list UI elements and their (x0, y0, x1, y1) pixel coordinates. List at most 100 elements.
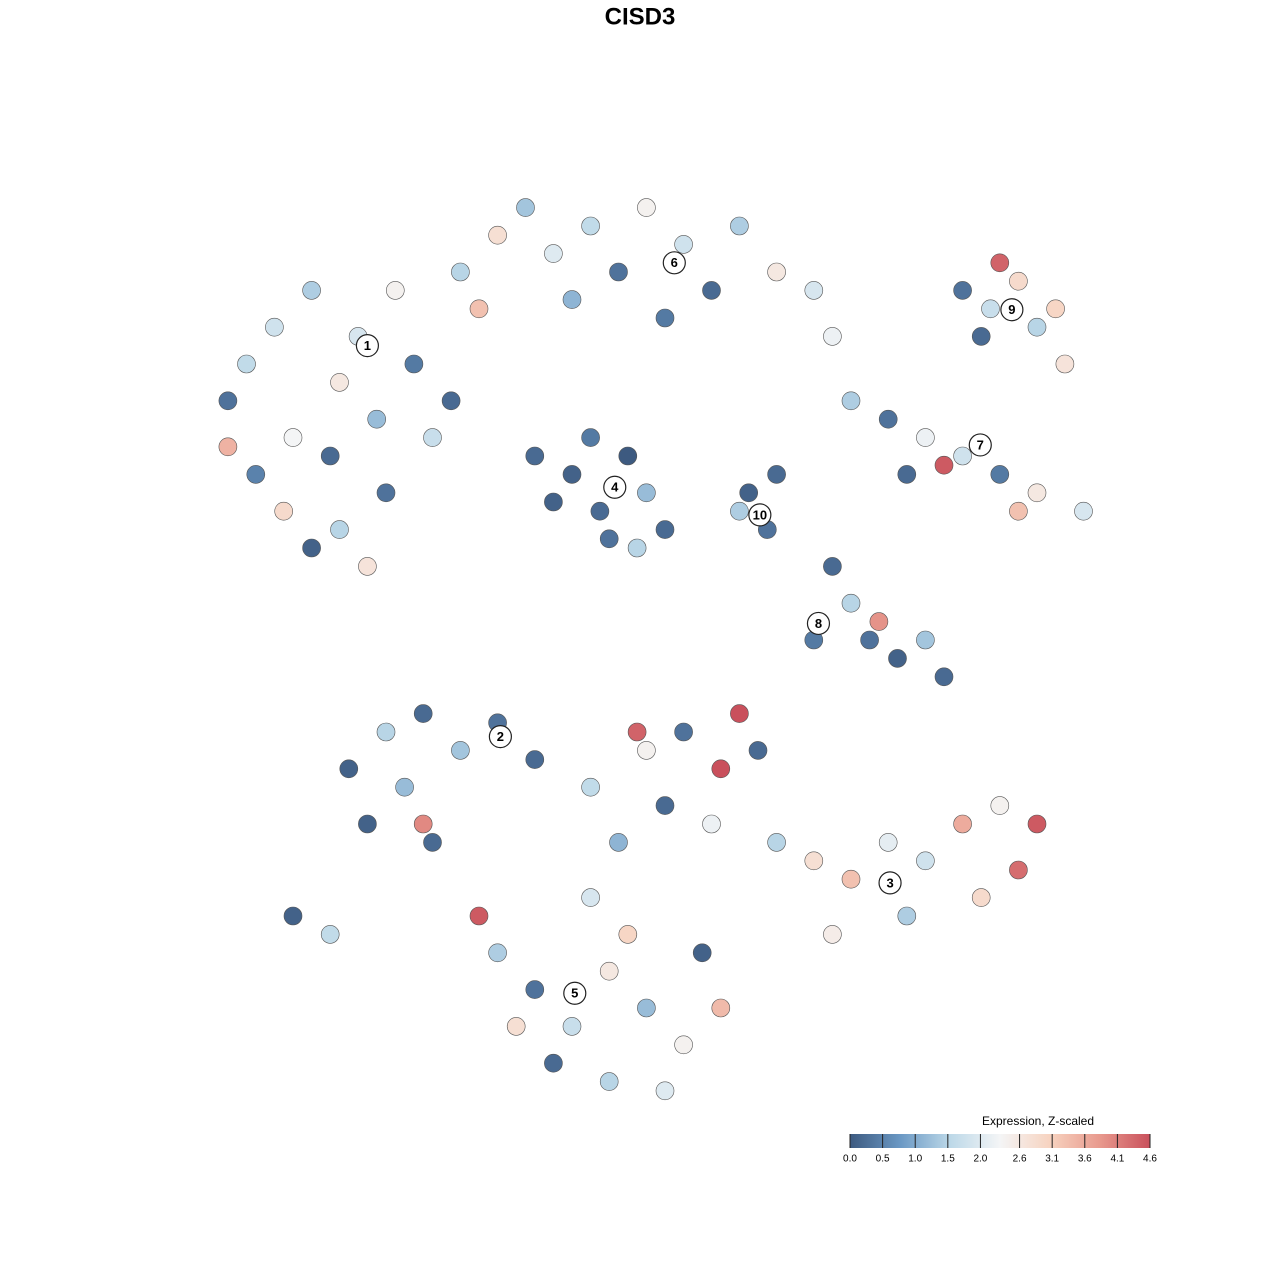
point (674, 235, 693, 254)
point (971, 888, 991, 907)
point (544, 492, 563, 512)
point (841, 391, 861, 411)
point (655, 796, 675, 815)
point (218, 391, 238, 411)
point (302, 538, 321, 558)
point (358, 814, 377, 834)
cluster-badge (662, 251, 686, 275)
point (627, 722, 647, 742)
colorbar-tick-label: 1.0 (908, 1154, 922, 1165)
point (1027, 317, 1047, 337)
point (990, 253, 1010, 273)
cluster-badge (603, 475, 627, 499)
point (488, 225, 507, 245)
point (590, 501, 610, 521)
point (730, 501, 749, 521)
point (869, 612, 889, 631)
point (627, 538, 647, 558)
point (562, 290, 582, 309)
cluster-badge (748, 503, 772, 527)
point (916, 428, 935, 447)
point (841, 593, 861, 613)
cluster-label: 9 (1008, 302, 1015, 317)
point (916, 851, 935, 871)
point (990, 796, 1010, 815)
point (767, 465, 786, 484)
point (1027, 483, 1047, 503)
point (385, 281, 405, 300)
cluster-badge (563, 981, 587, 1005)
point (934, 455, 954, 475)
point (860, 630, 879, 650)
point (637, 198, 656, 217)
point (637, 741, 656, 760)
cluster-badge (806, 611, 831, 636)
point (413, 704, 433, 723)
colorbar-tick-label: 0.5 (876, 1154, 890, 1165)
point (1009, 271, 1028, 291)
point (878, 409, 898, 429)
cluster-badge (968, 433, 992, 457)
colorbar-tick-label: 4.6 (1143, 1154, 1157, 1165)
point (618, 446, 638, 466)
point (711, 998, 731, 1018)
point (516, 198, 535, 217)
point (330, 520, 349, 539)
point (488, 943, 507, 963)
point (302, 281, 321, 300)
cluster-label: 2 (497, 729, 504, 744)
point (767, 262, 786, 282)
point (451, 262, 470, 282)
colorbar-tick-label: 2.0 (973, 1154, 987, 1165)
point (655, 1081, 675, 1101)
colorbar-tick-label: 3.1 (1045, 1154, 1059, 1165)
point (655, 308, 675, 328)
point (674, 722, 693, 742)
point (730, 216, 749, 236)
point (804, 851, 824, 871)
point (246, 465, 266, 484)
point (423, 428, 442, 447)
point (544, 244, 563, 263)
cluster-badge (1000, 298, 1024, 322)
point (404, 354, 424, 374)
point (581, 428, 600, 447)
point (767, 833, 786, 852)
point (358, 557, 377, 576)
cluster-badge (878, 871, 902, 895)
point (1027, 814, 1047, 834)
point (897, 906, 917, 926)
point (655, 520, 675, 539)
point (367, 409, 387, 429)
point (581, 777, 600, 797)
point (237, 354, 256, 374)
point (971, 327, 991, 346)
point (1055, 354, 1075, 374)
point (916, 630, 935, 650)
point (609, 833, 628, 852)
point (451, 741, 470, 760)
point (283, 906, 303, 926)
point (562, 1017, 582, 1036)
point (702, 814, 721, 834)
colorbar-tick-label: 0.0 (843, 1154, 857, 1165)
point (544, 1053, 563, 1073)
cluster-label: 10 (753, 507, 767, 522)
point (711, 759, 731, 779)
point (1074, 501, 1093, 521)
point (339, 759, 359, 779)
point (609, 262, 628, 282)
point (265, 317, 284, 337)
point (702, 281, 721, 300)
point (330, 373, 349, 392)
cluster-badge (355, 334, 379, 358)
point (423, 833, 442, 852)
point (218, 437, 238, 457)
point (618, 925, 638, 944)
point (525, 980, 545, 999)
cluster-label: 1 (364, 338, 371, 353)
point (469, 906, 489, 926)
point (376, 483, 396, 503)
point (692, 943, 712, 963)
